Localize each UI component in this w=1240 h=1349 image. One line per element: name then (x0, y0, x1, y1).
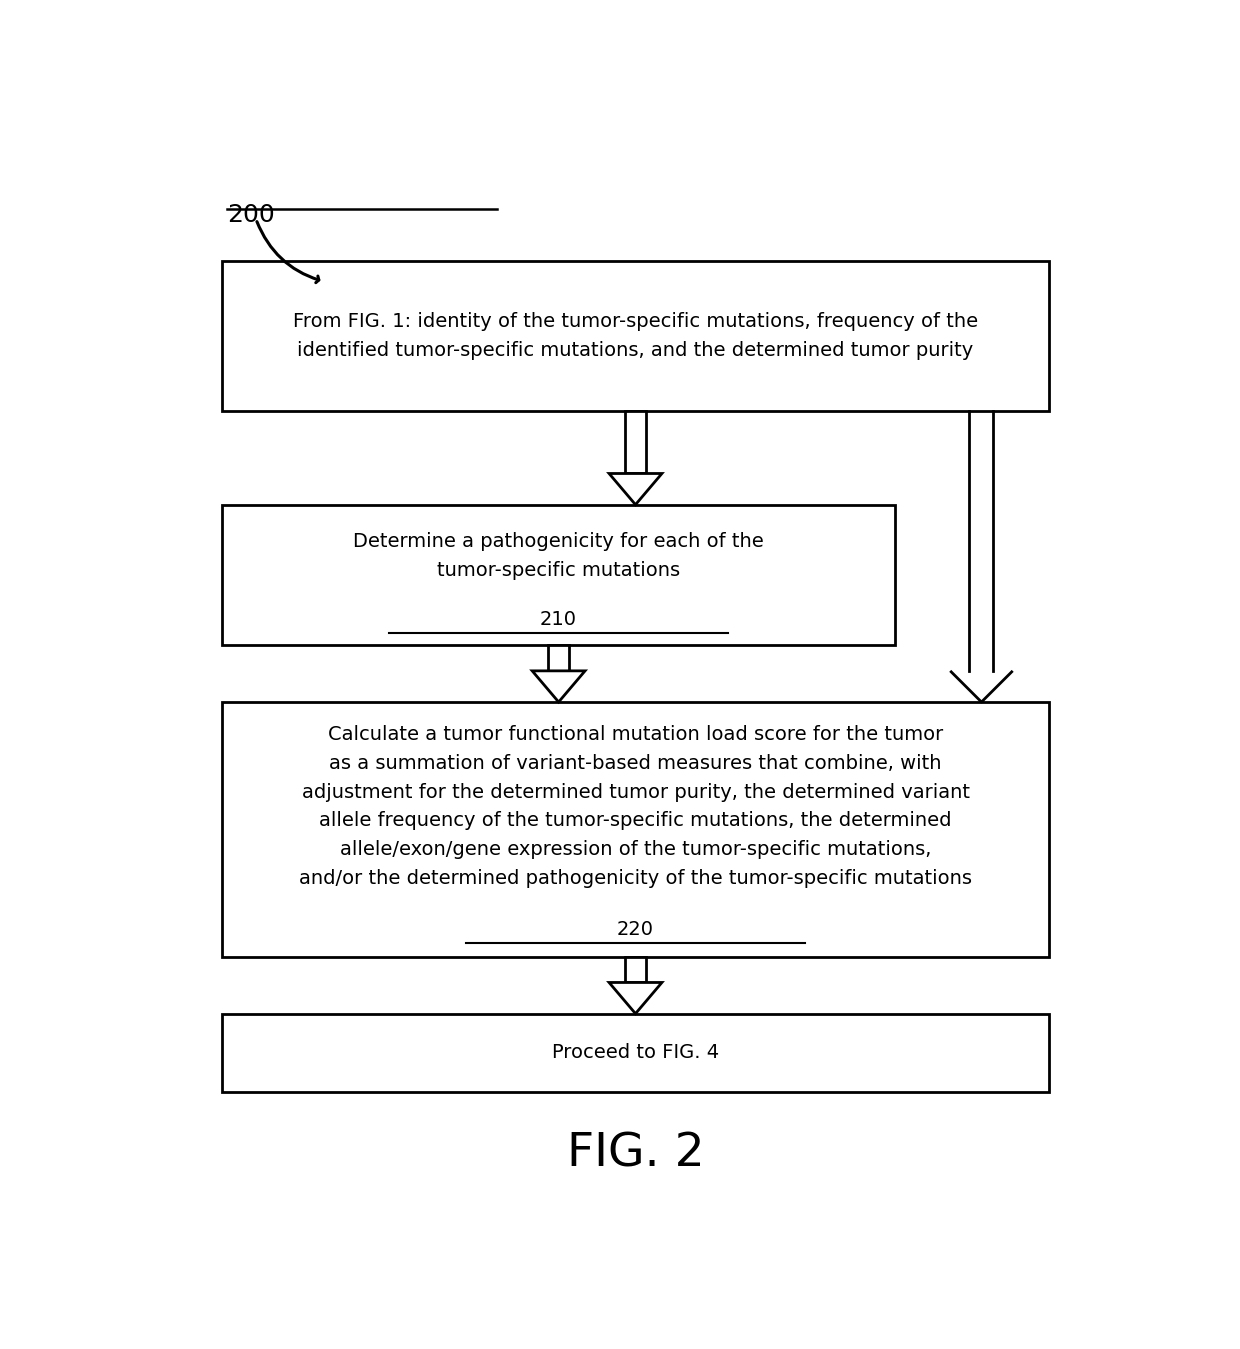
Text: 200: 200 (227, 204, 275, 228)
Text: From FIG. 1: identity of the tumor-specific mutations, frequency of the
identifi: From FIG. 1: identity of the tumor-speci… (293, 312, 978, 360)
Polygon shape (532, 670, 585, 701)
Text: FIG. 2: FIG. 2 (567, 1132, 704, 1176)
Text: Proceed to FIG. 4: Proceed to FIG. 4 (552, 1043, 719, 1062)
Polygon shape (609, 982, 662, 1013)
Bar (222, 505, 895, 645)
Polygon shape (609, 473, 662, 505)
Bar (222, 701, 1049, 956)
Bar (625, 956, 646, 982)
Text: Calculate a tumor functional mutation load score for the tumor
as a summation of: Calculate a tumor functional mutation lo… (299, 724, 972, 888)
Text: Determine a pathogenicity for each of the
tumor-specific mutations: Determine a pathogenicity for each of th… (353, 532, 764, 580)
Bar (548, 645, 569, 670)
Bar (222, 260, 1049, 411)
Text: 220: 220 (618, 920, 653, 939)
Bar (625, 411, 646, 473)
Bar (222, 1013, 1049, 1091)
Text: 210: 210 (541, 611, 577, 630)
